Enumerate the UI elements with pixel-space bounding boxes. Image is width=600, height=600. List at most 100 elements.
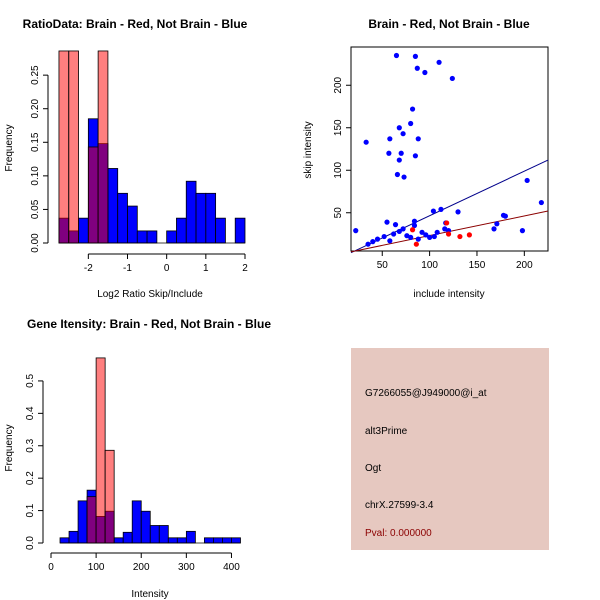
ratio-not-brain-bar xyxy=(176,217,187,244)
not-brain-point xyxy=(538,199,544,206)
ratio-not-brain-bar xyxy=(205,192,217,244)
intensity-not-brain-bar xyxy=(231,537,241,544)
not-brain-point xyxy=(415,236,421,242)
intensity-x-tick-label: 200 xyxy=(133,562,150,573)
not-brain-point xyxy=(438,206,444,212)
intensity-not-brain-bar xyxy=(158,525,169,544)
not-brain-point xyxy=(392,222,399,228)
p-value: Pval: 0.000000 xyxy=(365,528,432,539)
event-type: alt3Prime xyxy=(365,426,408,437)
scatter-y-tick-label: 100 xyxy=(333,161,344,178)
brain-point xyxy=(444,220,450,226)
ratio-y-tick-label: 0.00 xyxy=(30,233,41,253)
not-brain-point xyxy=(384,219,390,225)
intensity-histogram-xlabel: Intensity xyxy=(131,589,168,600)
ratio-not-brain-bar xyxy=(185,180,197,244)
scatter-y-tick-label: 50 xyxy=(333,207,344,219)
info-panel-background xyxy=(351,348,549,550)
not-brain-point xyxy=(436,59,442,65)
not-brain-point xyxy=(412,53,419,59)
brain-point xyxy=(445,231,452,237)
not-brain-point xyxy=(408,120,414,127)
ratio-x-tick-label: -2 xyxy=(84,263,93,274)
ratio-not-brain-bar xyxy=(234,217,246,244)
not-brain-point xyxy=(374,236,381,242)
not-brain-point xyxy=(430,208,436,214)
not-brain-fit-line xyxy=(350,159,549,254)
ratio-not-brain-bar xyxy=(146,230,158,244)
not-brain-point xyxy=(398,150,404,156)
not-brain-point xyxy=(411,222,418,229)
scatter-ylabel: skip intensity xyxy=(303,121,314,178)
intensity-x-tick-label: 400 xyxy=(223,562,240,573)
not-brain-point xyxy=(387,136,393,142)
ratio-not-brain-bar xyxy=(166,230,177,244)
intensity-y-tick-label: 0.1 xyxy=(25,503,36,517)
not-brain-point xyxy=(423,232,429,238)
intensity-brain-bar xyxy=(86,496,97,544)
not-brain-point xyxy=(387,238,393,244)
ratio-y-tick-label: 0.20 xyxy=(30,99,41,119)
scatter-x-tick-label: 100 xyxy=(421,260,438,271)
ratio-y-tick-label: 0.05 xyxy=(30,199,41,219)
not-brain-point xyxy=(494,221,500,227)
intensity-y-tick-label: 0.2 xyxy=(25,471,36,485)
intensity-not-brain-bar xyxy=(68,530,79,544)
brain-point xyxy=(409,227,416,233)
intensity-y-tick-label: 0.4 xyxy=(25,406,36,420)
brain-point xyxy=(413,241,419,247)
not-brain-point xyxy=(396,228,402,235)
not-brain-point xyxy=(400,131,406,137)
not-brain-point xyxy=(434,229,440,235)
not-brain-point xyxy=(363,139,369,145)
intensity-not-brain-bar xyxy=(185,530,196,544)
not-brain-point xyxy=(408,234,414,240)
intensity-not-brain-bar xyxy=(113,537,124,544)
not-brain-point xyxy=(455,209,461,215)
intensity-y-tick-label: 0.3 xyxy=(25,438,36,452)
ratio-not-brain-bar xyxy=(78,217,89,244)
intensity-x-tick-label: 100 xyxy=(88,562,105,573)
intensity-not-brain-bar xyxy=(59,537,70,544)
intensity-brain-bar xyxy=(95,357,106,544)
not-brain-point xyxy=(422,69,428,76)
intensity-not-brain-bar xyxy=(203,537,214,544)
not-brain-point xyxy=(419,229,425,235)
intensity-not-brain-bar xyxy=(77,500,88,544)
not-brain-point xyxy=(414,65,420,71)
gene-name: Ogt xyxy=(365,463,381,474)
not-brain-point xyxy=(396,125,402,131)
intensity-not-brain-bar xyxy=(131,500,142,544)
ratio-x-tick-label: 2 xyxy=(242,263,248,274)
scatter-x-tick-label: 150 xyxy=(469,260,486,271)
ratio-x-tick-label: -1 xyxy=(123,263,132,274)
not-brain-point xyxy=(427,234,433,240)
not-brain-point xyxy=(449,75,455,82)
probe-id: G7266055@J949000@i_at xyxy=(365,388,487,399)
ratio-histogram-ylabel: Frequency xyxy=(4,124,15,171)
not-brain-point xyxy=(381,233,387,240)
not-brain-point xyxy=(519,228,526,234)
intensity-y-tick-label: 0.5 xyxy=(25,374,36,388)
not-brain-point xyxy=(394,171,401,178)
intensity-histogram-ylabel: Frequency xyxy=(4,424,15,471)
intensity-x-tick-label: 300 xyxy=(178,562,195,573)
not-brain-point xyxy=(431,233,437,240)
scatter-y-tick-label: 150 xyxy=(333,119,344,136)
ratio-not-brain-bar xyxy=(215,217,226,244)
intensity-not-brain-bar xyxy=(122,531,133,544)
scatter-plot-frame xyxy=(350,46,549,252)
not-brain-point xyxy=(353,228,359,234)
ratio-not-brain-bar xyxy=(117,192,128,244)
not-brain-point xyxy=(415,136,421,142)
ratio-y-tick-label: 0.25 xyxy=(30,65,41,85)
not-brain-point xyxy=(391,231,397,237)
ratio-not-brain-bar xyxy=(127,205,138,244)
intensity-not-brain-bar xyxy=(149,525,160,544)
not-brain-point xyxy=(365,241,371,247)
ratio-not-brain-bar xyxy=(195,192,207,244)
intensity-not-brain-bar xyxy=(176,537,187,544)
not-brain-point xyxy=(502,213,508,219)
intensity-not-brain-bar xyxy=(167,537,178,544)
ratio-histogram-title: RatioData: Brain - Red, Not Brain - Blue xyxy=(23,17,248,31)
